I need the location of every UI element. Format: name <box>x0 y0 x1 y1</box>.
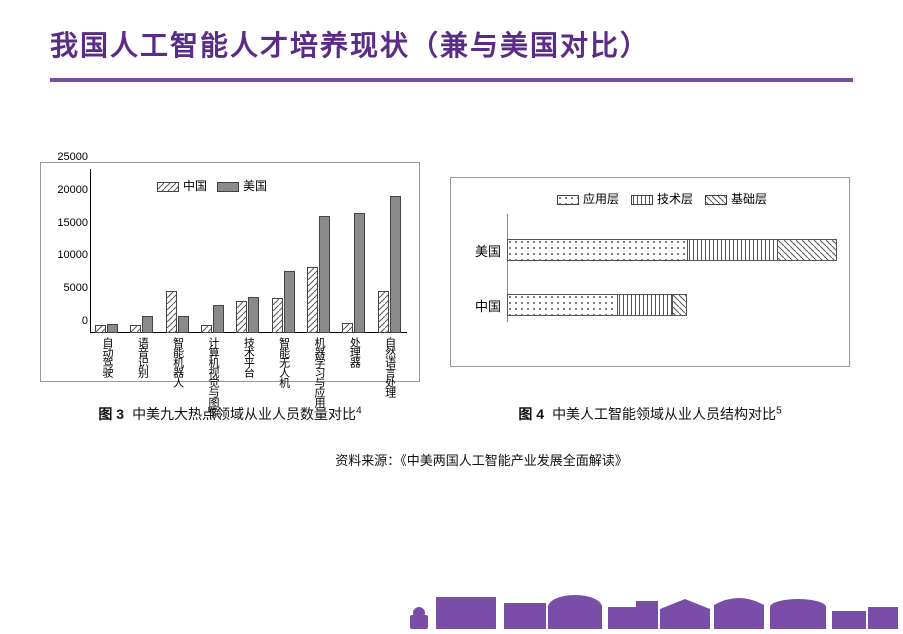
legend-item-tech: 技术层 <box>631 190 693 207</box>
bar-ytick: 20000 <box>57 184 88 196</box>
charts-row: 0500010000150002000025000 自动驾驶语音识别智能机器人计… <box>0 82 903 382</box>
stacked-bar <box>507 294 687 316</box>
stacked-chart: 应用层 技术层 基础层 美国中国 <box>450 177 850 367</box>
bar-usa <box>390 196 401 333</box>
bar-group: 智能无人机 <box>272 271 295 333</box>
caption-fig3-prefix: 图 3 <box>98 406 124 422</box>
bar-legend: 中国 美国 <box>157 177 267 194</box>
bar-xlabel: 处理器 <box>346 337 362 367</box>
bar-chart: 0500010000150002000025000 自动驾驶语音识别智能机器人计… <box>40 162 420 382</box>
captions-row: 图 3 中美九大热点领域从业人员数量对比4 图 4 中美人工智能领域从业人员结构对比… <box>0 382 903 424</box>
stacked-row: 中国 <box>463 294 687 316</box>
bar-usa <box>284 271 295 333</box>
legend-label-tech: 技术层 <box>657 192 693 206</box>
stacked-seg-base <box>777 239 837 261</box>
legend-label-app: 应用层 <box>583 192 619 206</box>
bar-group: 自然语言处理 <box>378 196 401 333</box>
bar-xlabel: 计算机视觉与图像 <box>205 337 221 417</box>
bar-ytick: 5000 <box>64 282 88 294</box>
bar-group: 机器学习与应用 <box>307 216 330 333</box>
stacked-legend: 应用层 技术层 基础层 <box>557 190 767 207</box>
stacked-seg-base <box>672 294 687 316</box>
bar-xlabel: 智能机器人 <box>170 337 186 387</box>
bar-xlabel: 智能无人机 <box>276 337 292 387</box>
bar-ytick: 25000 <box>57 151 88 163</box>
stacked-seg-tech <box>617 294 672 316</box>
legend-label-china: 中国 <box>183 179 207 193</box>
bar-xlabel: 技术平台 <box>240 337 256 377</box>
legend-label-usa: 美国 <box>243 179 267 193</box>
bar-china <box>307 267 318 333</box>
caption-fig4-prefix: 图 4 <box>518 406 544 422</box>
legend-item-app: 应用层 <box>557 190 619 207</box>
bar-xlabel: 自然语言处理 <box>382 337 398 397</box>
bar-group: 自动驾驶 <box>95 324 118 333</box>
bar-usa <box>178 316 189 333</box>
legend-item-china: 中国 <box>157 177 207 194</box>
legend-label-base: 基础层 <box>731 192 767 206</box>
bar-usa <box>248 297 259 333</box>
bar-china <box>342 323 353 333</box>
bar-china <box>236 301 247 333</box>
bar-group: 语音识别 <box>130 316 153 333</box>
bar-group: 技术平台 <box>236 297 259 333</box>
bar-group: 计算机视觉与图像 <box>201 305 224 333</box>
stacked-row-label: 美国 <box>463 241 507 260</box>
bar-china <box>378 291 389 333</box>
stacked-seg-app <box>507 239 687 261</box>
caption-fig3-sup: 4 <box>356 405 362 416</box>
bar-china <box>95 325 106 333</box>
bar-usa <box>107 324 118 333</box>
bar-xlabel: 机器学习与应用 <box>311 337 327 407</box>
bar-china <box>272 298 283 333</box>
legend-swatch-tech <box>631 195 653 205</box>
bar-usa <box>319 216 330 333</box>
legend-swatch-app <box>557 195 579 205</box>
bar-group: 智能机器人 <box>166 291 189 333</box>
stacked-row: 美国 <box>463 239 837 261</box>
bar-china <box>130 325 141 333</box>
bar-xlabel: 语音识别 <box>134 337 150 377</box>
legend-swatch-usa <box>217 182 239 192</box>
caption-fig4-text: 中美人工智能领域从业人员结构对比 <box>552 406 776 422</box>
stacked-row-label: 中国 <box>463 296 507 315</box>
bar-xlabel: 自动驾驶 <box>99 337 115 377</box>
bar-usa <box>142 316 153 333</box>
source-text: 《中美两国人工智能产业发展全面解读》 <box>400 453 628 468</box>
header: 我国人工智能人才培养现状（兼与美国对比） <box>0 0 903 72</box>
bar-china <box>166 291 177 333</box>
bar-ytick: 10000 <box>57 249 88 261</box>
bar-usa <box>213 305 224 333</box>
bar-usa <box>354 213 365 333</box>
caption-fig3: 图 3 中美九大热点领域从业人员数量对比4 <box>40 404 420 424</box>
caption-fig4: 图 4 中美人工智能领域从业人员结构对比5 <box>450 404 850 424</box>
bar-china <box>201 325 212 333</box>
legend-item-usa: 美国 <box>217 177 267 194</box>
stacked-seg-app <box>507 294 617 316</box>
legend-item-base: 基础层 <box>705 190 767 207</box>
bar-ytick: 15000 <box>57 217 88 229</box>
footer-skyline <box>0 581 903 629</box>
legend-swatch-base <box>705 195 727 205</box>
page-title: 我国人工智能人才培养现状（兼与美国对比） <box>50 24 853 64</box>
caption-fig4-sup: 5 <box>776 405 782 416</box>
bar-ytick: 0 <box>82 315 88 327</box>
source-label: 资料来源： <box>335 453 400 468</box>
caption-fig3-text: 中美九大热点领域从业人员数量对比 <box>132 406 356 422</box>
stacked-seg-tech <box>687 239 777 261</box>
bar-y-axis: 0500010000150002000025000 <box>47 169 91 333</box>
stacked-bar <box>507 239 837 261</box>
legend-swatch-china <box>157 182 179 192</box>
source-line: 资料来源：《中美两国人工智能产业发展全面解读》 <box>0 450 903 469</box>
bar-group: 处理器 <box>342 213 365 333</box>
